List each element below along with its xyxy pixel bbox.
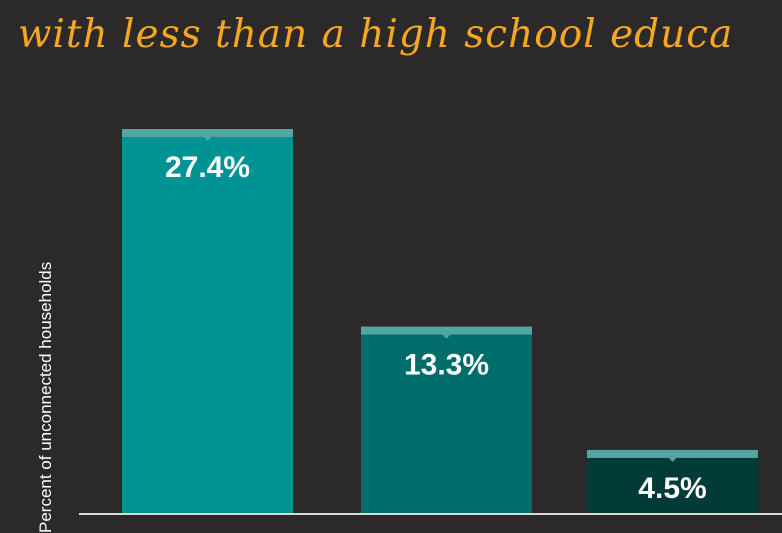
bar-cap-1	[122, 129, 293, 137]
bar-cap-pointer-3	[668, 457, 677, 462]
bar-cap-pointer-2	[442, 334, 451, 339]
chart-title: with less than a high school educa	[18, 12, 734, 57]
data-label-2: 13.3%	[404, 349, 489, 382]
bars-group: 27.4% 13.3% 4.5%	[122, 129, 758, 513]
bar-2	[361, 326, 532, 513]
data-label-3: 4.5%	[638, 472, 706, 505]
data-label-1: 27.4%	[165, 151, 250, 184]
bar-cap-pointer-1	[203, 137, 212, 141]
bar-cap-3	[587, 449, 758, 458]
bar-1	[122, 129, 293, 513]
bar-cap-2	[361, 326, 532, 335]
